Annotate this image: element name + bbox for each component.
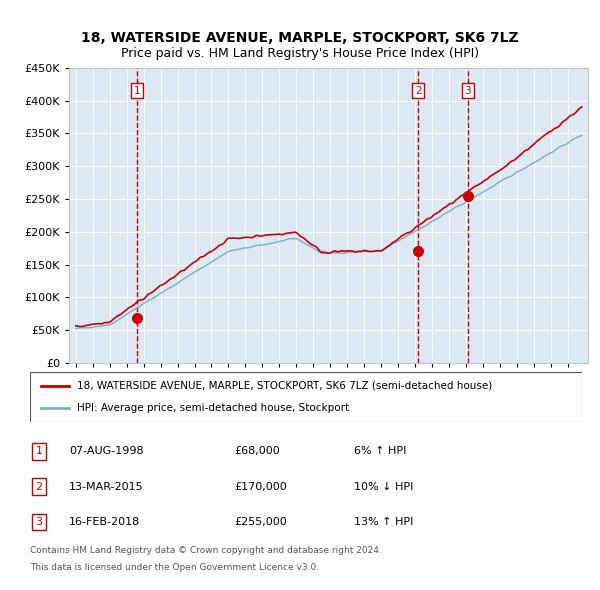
Text: £68,000: £68,000 — [234, 447, 280, 456]
Text: 18, WATERSIDE AVENUE, MARPLE, STOCKPORT, SK6 7LZ: 18, WATERSIDE AVENUE, MARPLE, STOCKPORT,… — [81, 31, 519, 45]
Text: 6% ↑ HPI: 6% ↑ HPI — [354, 447, 406, 456]
Text: 3: 3 — [464, 86, 471, 96]
Text: £170,000: £170,000 — [234, 482, 287, 491]
Text: 1: 1 — [134, 86, 140, 96]
Text: 2: 2 — [35, 482, 43, 491]
Text: 13-MAR-2015: 13-MAR-2015 — [69, 482, 143, 491]
Text: 3: 3 — [35, 517, 43, 527]
Text: 16-FEB-2018: 16-FEB-2018 — [69, 517, 140, 527]
Text: 13% ↑ HPI: 13% ↑ HPI — [354, 517, 413, 527]
Text: Price paid vs. HM Land Registry's House Price Index (HPI): Price paid vs. HM Land Registry's House … — [121, 47, 479, 60]
Text: HPI: Average price, semi-detached house, Stockport: HPI: Average price, semi-detached house,… — [77, 403, 349, 413]
Text: 2: 2 — [415, 86, 422, 96]
Text: Contains HM Land Registry data © Crown copyright and database right 2024.: Contains HM Land Registry data © Crown c… — [30, 546, 382, 555]
Text: £255,000: £255,000 — [234, 517, 287, 527]
Text: This data is licensed under the Open Government Licence v3.0.: This data is licensed under the Open Gov… — [30, 563, 319, 572]
Text: 07-AUG-1998: 07-AUG-1998 — [69, 447, 143, 456]
Text: 10% ↓ HPI: 10% ↓ HPI — [354, 482, 413, 491]
Text: 18, WATERSIDE AVENUE, MARPLE, STOCKPORT, SK6 7LZ (semi-detached house): 18, WATERSIDE AVENUE, MARPLE, STOCKPORT,… — [77, 381, 492, 391]
FancyBboxPatch shape — [30, 372, 582, 422]
Text: 1: 1 — [35, 447, 43, 456]
